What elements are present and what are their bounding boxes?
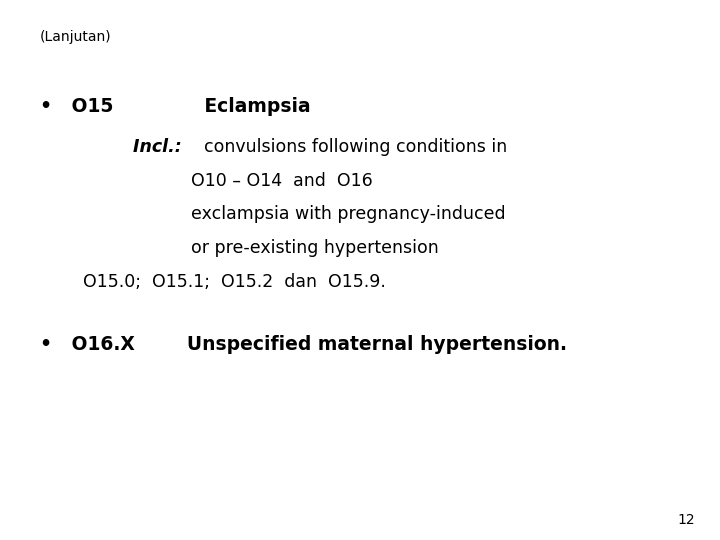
Text: •   O15              Eclampsia: • O15 Eclampsia xyxy=(40,97,310,116)
Text: •   O16.X        Unspecified maternal hypertension.: • O16.X Unspecified maternal hypertensio… xyxy=(40,335,567,354)
Text: convulsions following conditions in: convulsions following conditions in xyxy=(204,138,507,156)
Text: exclampsia with pregnancy-induced: exclampsia with pregnancy-induced xyxy=(191,205,505,223)
Text: Incl.:: Incl.: xyxy=(133,138,188,156)
Text: or pre-existing hypertension: or pre-existing hypertension xyxy=(191,239,438,256)
Text: (Lanjutan): (Lanjutan) xyxy=(40,30,111,44)
Text: 12: 12 xyxy=(678,512,695,526)
Text: O15.0;  O15.1;  O15.2  dan  O15.9.: O15.0; O15.1; O15.2 dan O15.9. xyxy=(83,273,386,291)
Text: O10 – O14  and  O16: O10 – O14 and O16 xyxy=(191,172,372,190)
